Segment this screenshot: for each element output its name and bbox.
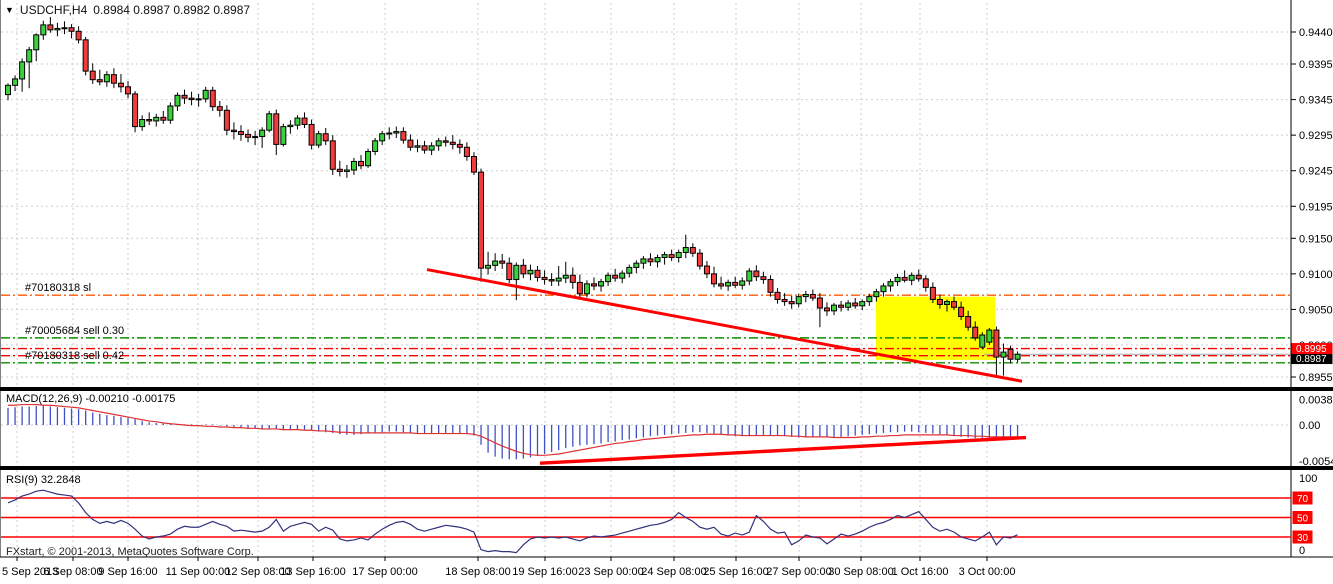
time-axis-label: 3 Oct 00:00 — [959, 566, 1016, 578]
price-tag-black — [1291, 354, 1333, 365]
time-axis-label: 30 Sep 08:00 — [828, 566, 893, 578]
rsi-level-tag — [1292, 530, 1313, 544]
time-axis-label: 23 Sep 00:00 — [578, 566, 643, 578]
time-axis-label: 13 Sep 16:00 — [280, 566, 345, 578]
price-tick-label: 0.8955 — [1299, 372, 1333, 384]
chart-title-bar: ▼ USDCHF,H4 0.8984 0.8987 0.8982 0.8987 — [5, 3, 250, 17]
symbol-dropdown-icon[interactable]: ▼ — [5, 5, 14, 15]
time-axis-label: 17 Sep 00:00 — [352, 566, 417, 578]
time-axis-label: 24 Sep 08:00 — [641, 566, 706, 578]
rsi-line — [7, 489, 1018, 554]
price-tag-black-text: 0.8987 — [1296, 354, 1327, 365]
descending-trendline[interactable] — [426, 268, 1023, 383]
time-axis-label: 18 Sep 08:00 — [445, 566, 510, 578]
time-axis-label: 1 Oct 16:00 — [892, 566, 949, 578]
copyright-label: FXstart, © 2001-2013, MetaQuotes Softwar… — [6, 546, 254, 558]
sell-order-1-line-label: #70005684 sell 0.30 — [25, 325, 124, 337]
ohlc-readout: 0.8984 0.8987 0.8982 0.8987 — [93, 3, 251, 17]
price-tick-label: 0.9295 — [1299, 130, 1333, 142]
svg-text:30: 30 — [1297, 533, 1309, 544]
macd-axis-label: -0.00546 — [1299, 456, 1333, 468]
stop-loss-line-label: #70180318 sl — [25, 282, 91, 294]
time-axis-label: 5 Sep 2013 — [2, 566, 58, 578]
macd-axis-label: 0.00 — [1299, 420, 1320, 432]
time-axis-label: 9 Sep 16:00 — [98, 566, 157, 578]
macd-indicator: 0.00385 0.00 -0.00546 MACD(12,26,9) -0.0021… — [6, 393, 1333, 468]
time-axis-label: 27 Sep 00:00 — [766, 566, 831, 578]
macd-axis-label: 0.00385 — [1299, 395, 1333, 407]
time-axis-label: 12 Sep 08:00 — [225, 566, 290, 578]
time-axis-label: 19 Sep 16:00 — [512, 566, 577, 578]
price-tag-red-text: 0.8995 — [1296, 344, 1327, 355]
order-level-lines: #70180318 sl #70005684 sell 0.30 #70180318… — [1, 282, 1291, 364]
svg-text:50: 50 — [1297, 514, 1309, 525]
rsi-label: RSI(9) 32.2848 — [6, 474, 81, 486]
price-tag-red — [1291, 343, 1333, 355]
price-tick-label: 0.9395 — [1299, 59, 1333, 71]
time-axis-label: 25 Sep 16:00 — [703, 566, 768, 578]
price-tick-label: 0.9440 — [1299, 27, 1333, 39]
price-tick-label: 0.9100 — [1299, 269, 1333, 281]
rsi-level-tag — [1292, 491, 1313, 505]
rsi-axis-top: 100 — [1299, 473, 1317, 485]
candlestick-series — [5, 17, 1021, 376]
sell-order-2-line-label: #70180318 sell 0.42 — [25, 350, 124, 362]
macd-signal-line — [8, 403, 1018, 456]
price-tick-label: 0.9345 — [1299, 95, 1333, 107]
price-tick-label: 0.9150 — [1299, 233, 1333, 245]
rsi-level-tag — [1292, 511, 1313, 524]
macd-trendline[interactable] — [539, 435, 1027, 465]
vertical-gridlines — [16, 3, 988, 561]
time-axis-label: 6 Sep 08:00 — [43, 566, 102, 578]
price-tick-label: 0.9195 — [1299, 201, 1333, 213]
svg-text:70: 70 — [1297, 494, 1309, 505]
time-axis-label: 11 Sep 00:00 — [166, 566, 231, 578]
symbol-period-label: USDCHF,H4 — [19, 3, 88, 17]
price-tick-label: 0.9245 — [1299, 166, 1333, 178]
rsi-indicator: 70 50 30 100 0 RSI(9) 32.2848 — [1, 473, 1317, 557]
rsi-axis-bottom: 0 — [1299, 545, 1305, 557]
macd-label: MACD(12,26,9) -0.00210 -0.00175 — [6, 393, 175, 405]
price-gridlines: 0.9440 0.9395 0.9345 0.9295 0.9245 0.9195 0.91… — [1, 27, 1333, 384]
price-tick-label: 0.9050 — [1299, 304, 1333, 316]
